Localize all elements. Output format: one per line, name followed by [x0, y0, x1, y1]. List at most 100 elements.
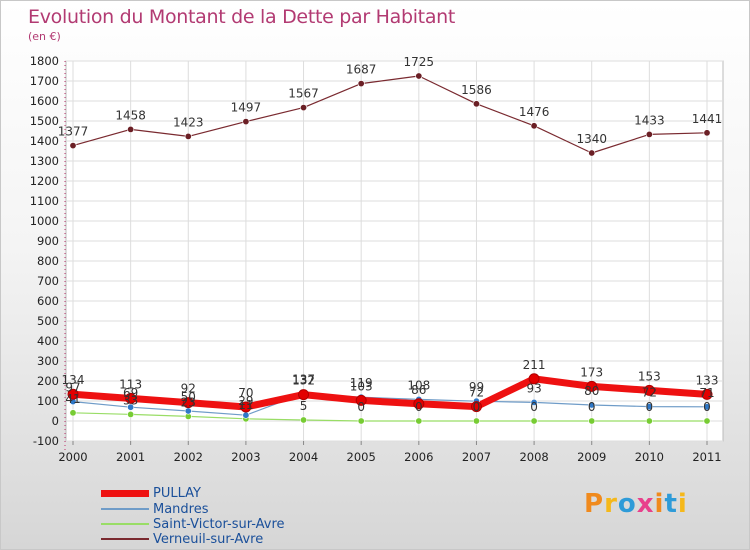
data-point [472, 100, 480, 108]
y-tick-label: 100 [37, 394, 59, 408]
data-point [703, 129, 711, 137]
data-label: 0 [703, 400, 711, 414]
data-label: 50 [181, 390, 196, 404]
data-label: 1340 [576, 132, 607, 146]
y-tick-label: 300 [37, 354, 59, 368]
x-tick-label: 2002 [174, 450, 203, 464]
plot-area [65, 60, 724, 442]
series-line-mandres [72, 393, 708, 416]
data-point [588, 417, 596, 425]
y-tick-label: 1100 [30, 194, 59, 208]
data-label: 119 [350, 376, 373, 390]
data-point [530, 398, 538, 406]
data-label: 137 [292, 373, 315, 387]
legend-swatch [101, 538, 149, 540]
x-tick-label: 2005 [347, 450, 376, 464]
data-point [588, 401, 596, 409]
data-label: 1377 [58, 125, 89, 139]
logo-letter: r [604, 489, 618, 519]
data-label: 153 [638, 369, 661, 383]
data-point [298, 389, 310, 401]
data-point [413, 398, 425, 410]
legend-item-pullay: PULLAY [101, 485, 201, 501]
logo-letter: i [654, 489, 665, 519]
legend-swatch [101, 489, 149, 497]
data-label: 134 [62, 373, 85, 387]
x-tick-label: 2006 [404, 450, 433, 464]
y-tick-label: 600 [37, 294, 59, 308]
proxiti-logo: Proxiti [584, 489, 688, 519]
series-line-verneuil-sur-avre [72, 75, 708, 154]
series-line-pullay [69, 375, 711, 411]
logo-letter: i [677, 489, 688, 519]
x-tick-label: 2007 [462, 450, 491, 464]
data-label: 1586 [461, 83, 492, 97]
data-point [355, 394, 367, 406]
data-point [645, 130, 653, 138]
data-point [240, 401, 252, 413]
data-label: 1458 [115, 108, 146, 122]
y-tick-label: 400 [37, 334, 59, 348]
logo-letter: x [636, 489, 655, 519]
data-label: 11 [238, 398, 253, 412]
chart-title: Evolution du Montant de la Dette par Hab… [28, 6, 456, 28]
y-tick-label: 900 [37, 234, 59, 248]
data-point [472, 417, 480, 425]
data-label: 103 [350, 379, 373, 393]
data-point [645, 417, 653, 425]
data-point [588, 149, 596, 157]
series-line-saint-victor-sur-avre [72, 412, 708, 422]
chart-subtitle: (en €) [28, 30, 61, 43]
data-point [242, 411, 250, 419]
data-label: 72 [469, 386, 484, 400]
y-tick-label: -100 [33, 434, 59, 448]
data-label: 0 [415, 400, 423, 414]
data-label: 86 [411, 383, 426, 397]
data-label: 1423 [173, 115, 204, 129]
data-point [645, 403, 653, 411]
y-tick-label: 500 [37, 314, 59, 328]
data-label: 33 [123, 393, 138, 407]
x-tick-label: 2003 [231, 450, 260, 464]
y-tick-label: 0 [52, 414, 59, 428]
data-point [69, 142, 77, 150]
data-label: 211 [523, 358, 546, 372]
data-label: 41 [65, 392, 80, 406]
data-point [586, 380, 598, 392]
logo-letter: o [617, 489, 637, 519]
y-tick-label: 1800 [30, 54, 59, 68]
data-point [703, 417, 711, 425]
legend-swatch [101, 508, 149, 510]
y-tick-label: 1700 [30, 74, 59, 88]
y-tick-label: 1500 [30, 114, 59, 128]
data-label: 133 [696, 373, 719, 387]
data-point [703, 403, 711, 411]
data-label: 1433 [634, 113, 665, 127]
y-tick-label: 1000 [30, 214, 59, 228]
data-label: 71 [699, 386, 714, 400]
data-label: 113 [119, 377, 142, 391]
data-point [530, 122, 538, 130]
y-tick-label: 1200 [30, 174, 59, 188]
logo-letter: P [584, 489, 605, 519]
x-tick-label: 2009 [577, 450, 606, 464]
data-label: 97 [65, 381, 80, 395]
data-label: 92 [181, 382, 196, 396]
data-point [125, 392, 137, 404]
data-label: 93 [526, 381, 541, 395]
data-label: 0 [357, 400, 365, 414]
data-label: 0 [530, 400, 538, 414]
data-label: 1497 [231, 101, 262, 115]
data-point [470, 401, 482, 413]
data-label: 132 [292, 374, 315, 388]
data-label: 1476 [519, 105, 550, 119]
x-tick-label: 2000 [58, 450, 87, 464]
data-point [300, 416, 308, 424]
data-point [528, 373, 540, 385]
data-label: 1441 [692, 112, 723, 126]
y-tick-label: 1400 [30, 134, 59, 148]
data-point [182, 397, 194, 409]
legend-item-mandres: Mandres [101, 501, 209, 517]
